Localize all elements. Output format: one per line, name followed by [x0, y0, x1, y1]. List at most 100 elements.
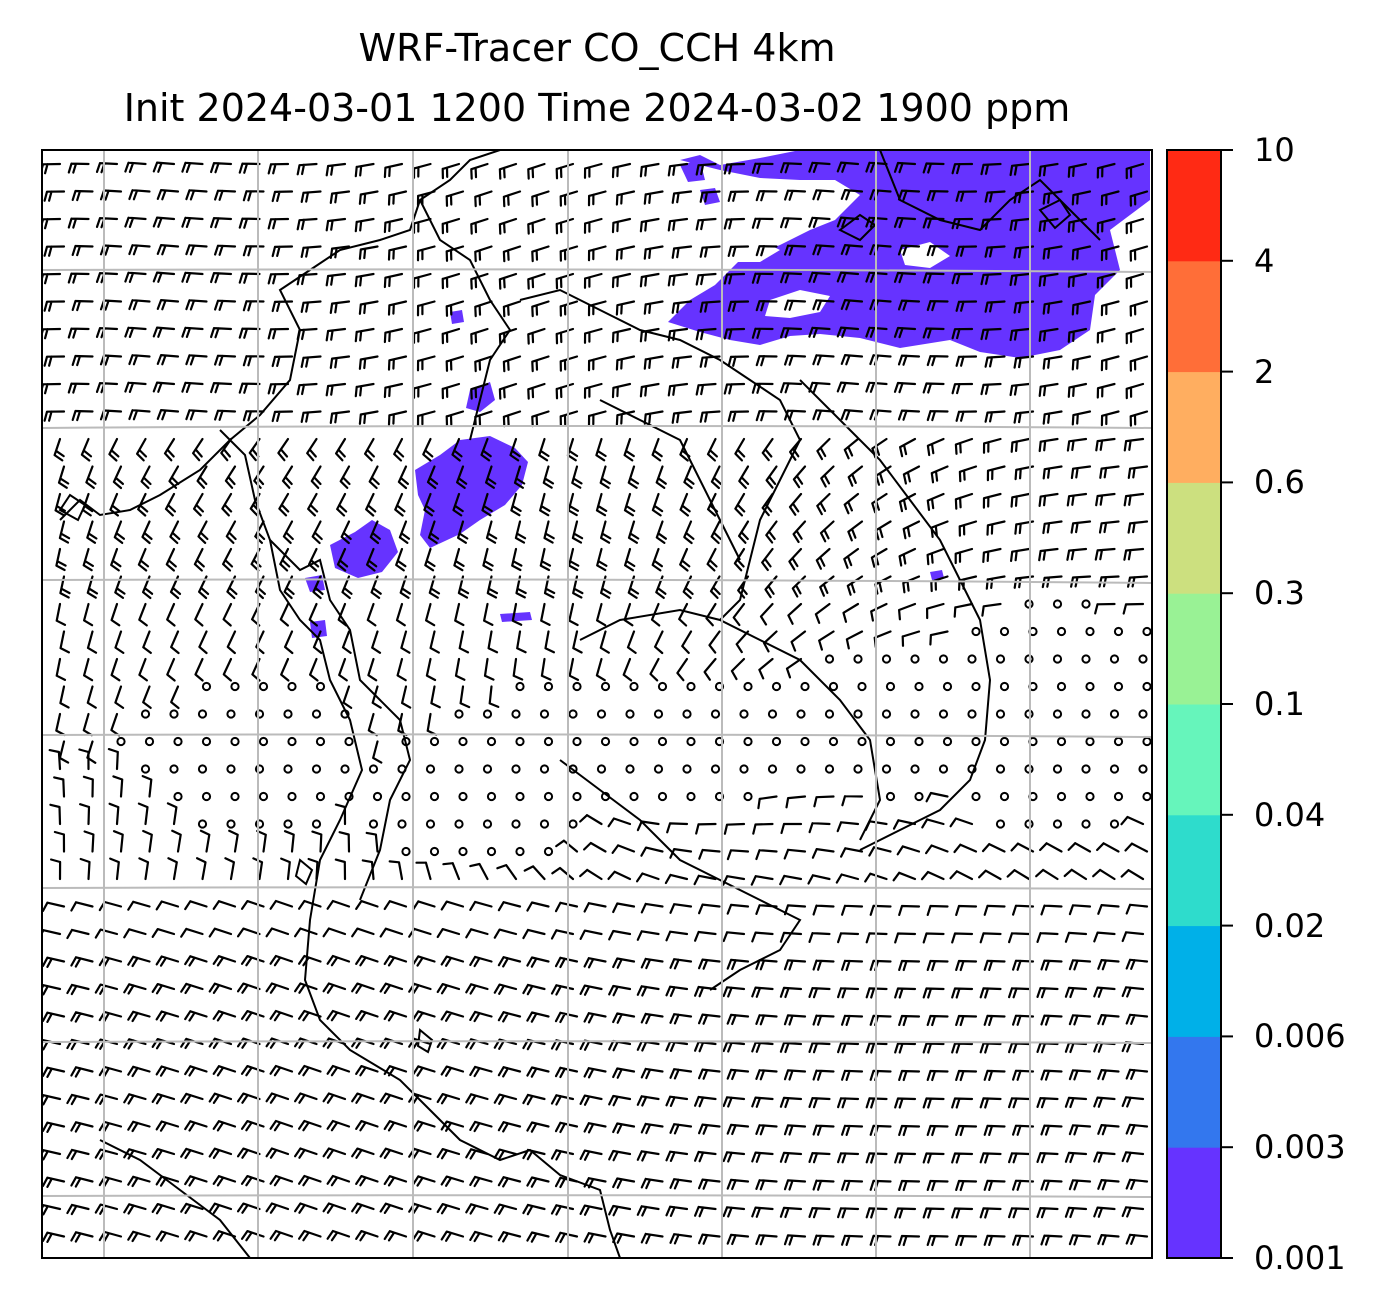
wind-barb — [43, 245, 66, 257]
wind-barb — [755, 1014, 778, 1026]
wind-barb — [312, 630, 323, 655]
colorbar-tick-label: 0.1 — [1254, 685, 1305, 723]
wind-barb — [470, 162, 489, 180]
wind-barb — [808, 987, 831, 999]
calm-wind-circle — [999, 736, 1010, 747]
wind-barb — [837, 1042, 860, 1054]
calm-wind-circle — [682, 764, 692, 774]
calm-wind-circle — [515, 846, 525, 857]
wind-barb — [1068, 1179, 1092, 1191]
wind-barb — [412, 327, 432, 344]
wind-barb — [355, 1230, 379, 1242]
wind-barb — [483, 602, 494, 626]
wind-barb — [184, 1010, 208, 1022]
wind-barb — [808, 161, 831, 173]
wind-barb — [123, 983, 147, 995]
calm-wind-circle — [767, 709, 778, 719]
colorbar — [1167, 149, 1233, 1259]
wind-barb — [371, 685, 382, 709]
wind-barb — [474, 355, 493, 373]
wind-barb — [981, 602, 1002, 617]
wind-barb — [615, 300, 636, 316]
calm-wind-circle — [197, 709, 208, 719]
wind-barb — [679, 547, 691, 572]
wind-barb — [722, 931, 746, 943]
wind-barb — [83, 657, 94, 682]
wind-barb — [1067, 382, 1088, 398]
wind-barb — [865, 161, 888, 173]
wind-barb — [1068, 1014, 1092, 1026]
wind-barb — [110, 602, 121, 627]
wind-barb — [955, 1124, 978, 1137]
wind-barb — [615, 410, 636, 426]
wind-barb — [815, 547, 831, 570]
calm-wind-circle — [629, 681, 639, 692]
calm-wind-circle — [368, 764, 379, 774]
calm-wind-circle — [287, 681, 297, 692]
wind-barb — [66, 1093, 90, 1106]
wind-barb — [336, 547, 349, 572]
wind-barb — [412, 900, 436, 911]
wind-barb — [755, 300, 778, 312]
wind-barb — [840, 409, 864, 421]
wind-barb — [539, 547, 552, 572]
wind-barb — [470, 327, 489, 345]
wind-barb — [395, 547, 407, 572]
wind-barb — [1097, 904, 1120, 915]
wind-barb — [474, 410, 493, 428]
calm-wind-circle — [914, 736, 924, 747]
wind-barb — [269, 954, 294, 967]
wind-barb — [608, 1204, 632, 1217]
wind-barb — [522, 983, 546, 996]
wind-barb — [1094, 602, 1116, 615]
wind-barb — [926, 1179, 949, 1192]
wind-barb — [596, 547, 608, 572]
wind-barb — [79, 803, 91, 826]
calm-wind-circle — [1085, 791, 1095, 802]
calm-wind-circle — [368, 819, 379, 829]
calm-wind-circle — [1052, 709, 1063, 719]
wind-barb — [1038, 437, 1059, 453]
calm-wind-circle — [173, 736, 183, 747]
wind-barb — [70, 901, 94, 912]
wind-barb — [527, 327, 546, 345]
wind-barb — [82, 547, 94, 572]
wind-barb — [127, 1010, 151, 1023]
wind-barb — [671, 190, 693, 204]
wind-barb — [898, 602, 917, 621]
wind-barb — [949, 870, 974, 881]
wind-barb — [1097, 1069, 1120, 1081]
wind-barb — [440, 1065, 465, 1077]
wind-barb — [579, 814, 603, 826]
wind-barb — [1097, 959, 1120, 971]
wind-barb — [242, 245, 265, 257]
wind-barb — [124, 326, 147, 338]
wind-barb — [587, 190, 607, 207]
wind-barb — [112, 465, 124, 490]
wind-barb — [710, 465, 722, 490]
calm-wind-circle — [254, 764, 265, 774]
wind-barb — [271, 190, 294, 203]
wind-barb — [583, 162, 603, 179]
calm-wind-circle — [1085, 736, 1095, 747]
wind-barb — [761, 547, 774, 572]
wind-barb — [482, 547, 494, 572]
wind-barb — [925, 791, 949, 803]
wind-barb — [1097, 1179, 1120, 1191]
wind-barb — [1040, 904, 1063, 916]
wind-barb — [636, 1150, 660, 1162]
wind-barb — [1038, 272, 1059, 287]
wind-barb — [979, 932, 1002, 944]
wind-barb — [465, 1203, 489, 1215]
wind-barb — [114, 685, 125, 709]
calm-wind-circle — [971, 681, 981, 692]
wind-barb — [808, 822, 831, 834]
wind-barb — [358, 355, 379, 370]
calm-wind-circle — [425, 819, 436, 829]
wind-barb — [1124, 842, 1149, 853]
wind-barb — [639, 217, 660, 233]
wind-barb — [298, 1174, 322, 1187]
calm-wind-circle — [1138, 709, 1148, 719]
wind-barb — [326, 1119, 351, 1132]
wind-barb — [82, 775, 94, 798]
